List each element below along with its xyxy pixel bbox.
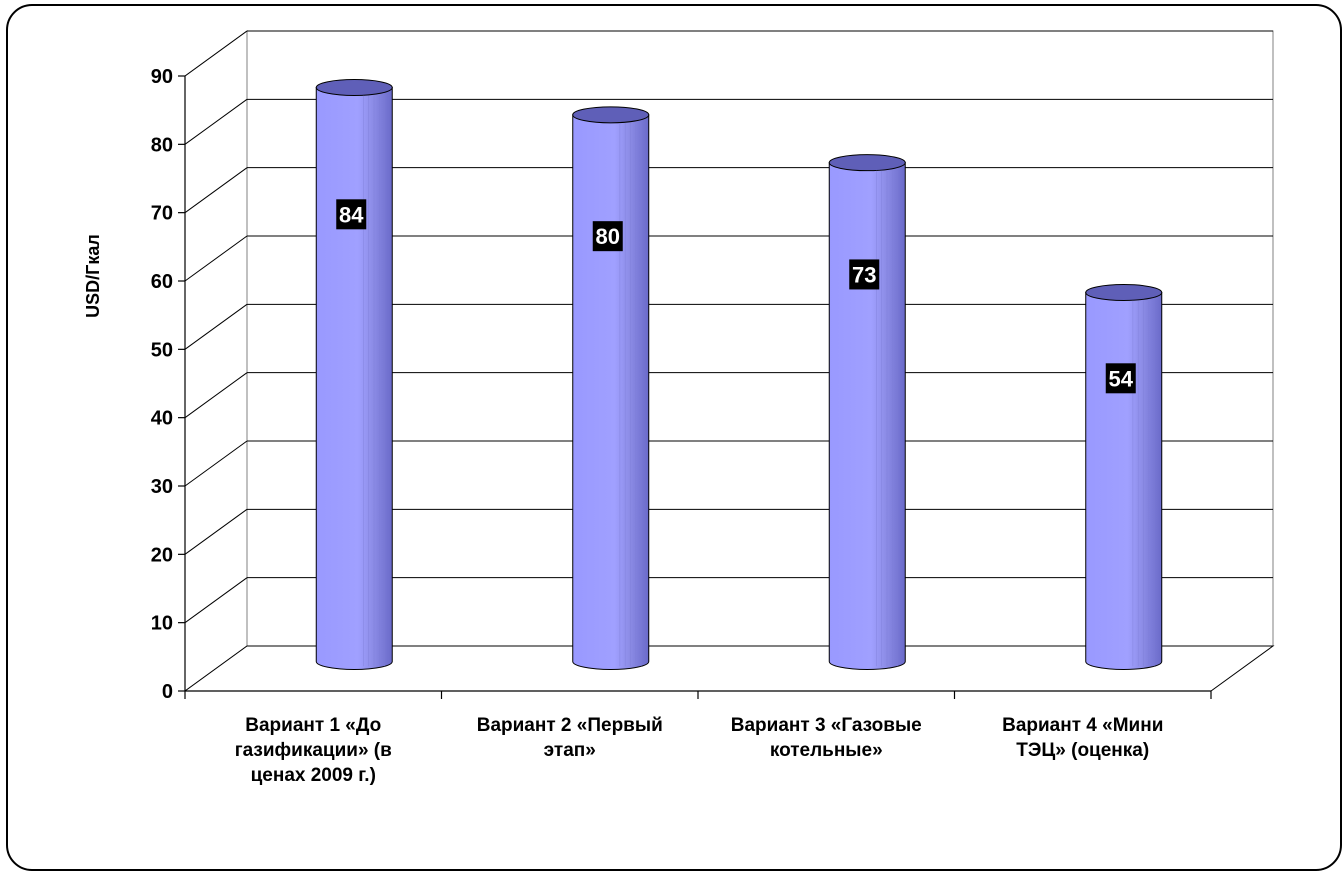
x-category-label-line: ТЭЦ» (оценка) <box>1016 740 1150 761</box>
x-category-label: Вариант 3 «Газовые котельные» <box>711 713 941 763</box>
bar-top <box>1085 284 1163 301</box>
gridline-side <box>184 372 248 419</box>
x-category-label-line: газификации» (в <box>234 740 392 761</box>
data-label-bg <box>336 199 367 230</box>
x-category-label-line: котельные» <box>769 740 883 761</box>
y-tick-label: 70 <box>151 203 173 225</box>
data-label-bg <box>592 221 623 252</box>
bar-top <box>315 79 393 96</box>
y-tick-label: 20 <box>151 544 173 566</box>
side-wall <box>184 30 248 692</box>
gridline-side <box>184 508 248 555</box>
bar <box>828 162 906 670</box>
x-category-label: Вариант 4 «Мини ТЭЦ» (оценка) <box>968 713 1198 763</box>
gridline-side <box>184 303 248 350</box>
y-tick-label: 80 <box>151 134 173 156</box>
gridline-side <box>184 577 248 624</box>
x-category-label: Вариант 2 «Первый этап» <box>455 713 685 763</box>
data-label-bg <box>1105 363 1136 394</box>
bar <box>572 114 650 670</box>
y-tick-label: 30 <box>151 476 173 498</box>
data-label: 80 <box>596 224 620 249</box>
bar <box>315 87 393 670</box>
y-tick-label: 0 <box>162 681 173 703</box>
y-tick-label: 90 <box>151 66 173 88</box>
bar-top <box>572 106 650 124</box>
y-tick-label: 40 <box>151 408 173 430</box>
gridline-side <box>184 98 248 145</box>
data-label: 54 <box>1109 366 1134 391</box>
gridline-side <box>184 440 248 487</box>
gridline-side <box>184 235 248 282</box>
y-tick-label: 10 <box>151 613 173 635</box>
gridline-side <box>184 167 248 214</box>
bar <box>1085 292 1163 670</box>
data-label: 84 <box>339 202 364 227</box>
y-tick-label: 60 <box>151 271 173 293</box>
x-category-label-line: Вариант 2 «Первый <box>476 715 663 736</box>
x-category-label-line: Вариант 4 «Мини <box>1002 715 1164 736</box>
x-category-label-line: этап» <box>543 740 596 761</box>
y-axis-title: USD/Гкал <box>83 234 103 318</box>
x-category-label: Вариант 1 «До газификации» (в ценах 2009 г… <box>198 713 428 788</box>
data-label: 73 <box>852 262 876 287</box>
y-tick-label: 50 <box>151 339 173 361</box>
bar-top <box>828 154 906 172</box>
x-category-label-line: ценах 2009 г.) <box>250 765 376 786</box>
gridline-side <box>184 30 248 77</box>
x-category-label-line: Вариант 1 «До <box>245 715 382 736</box>
x-category-label-line: Вариант 3 «Газовые <box>730 715 922 736</box>
data-label-bg <box>849 259 880 290</box>
